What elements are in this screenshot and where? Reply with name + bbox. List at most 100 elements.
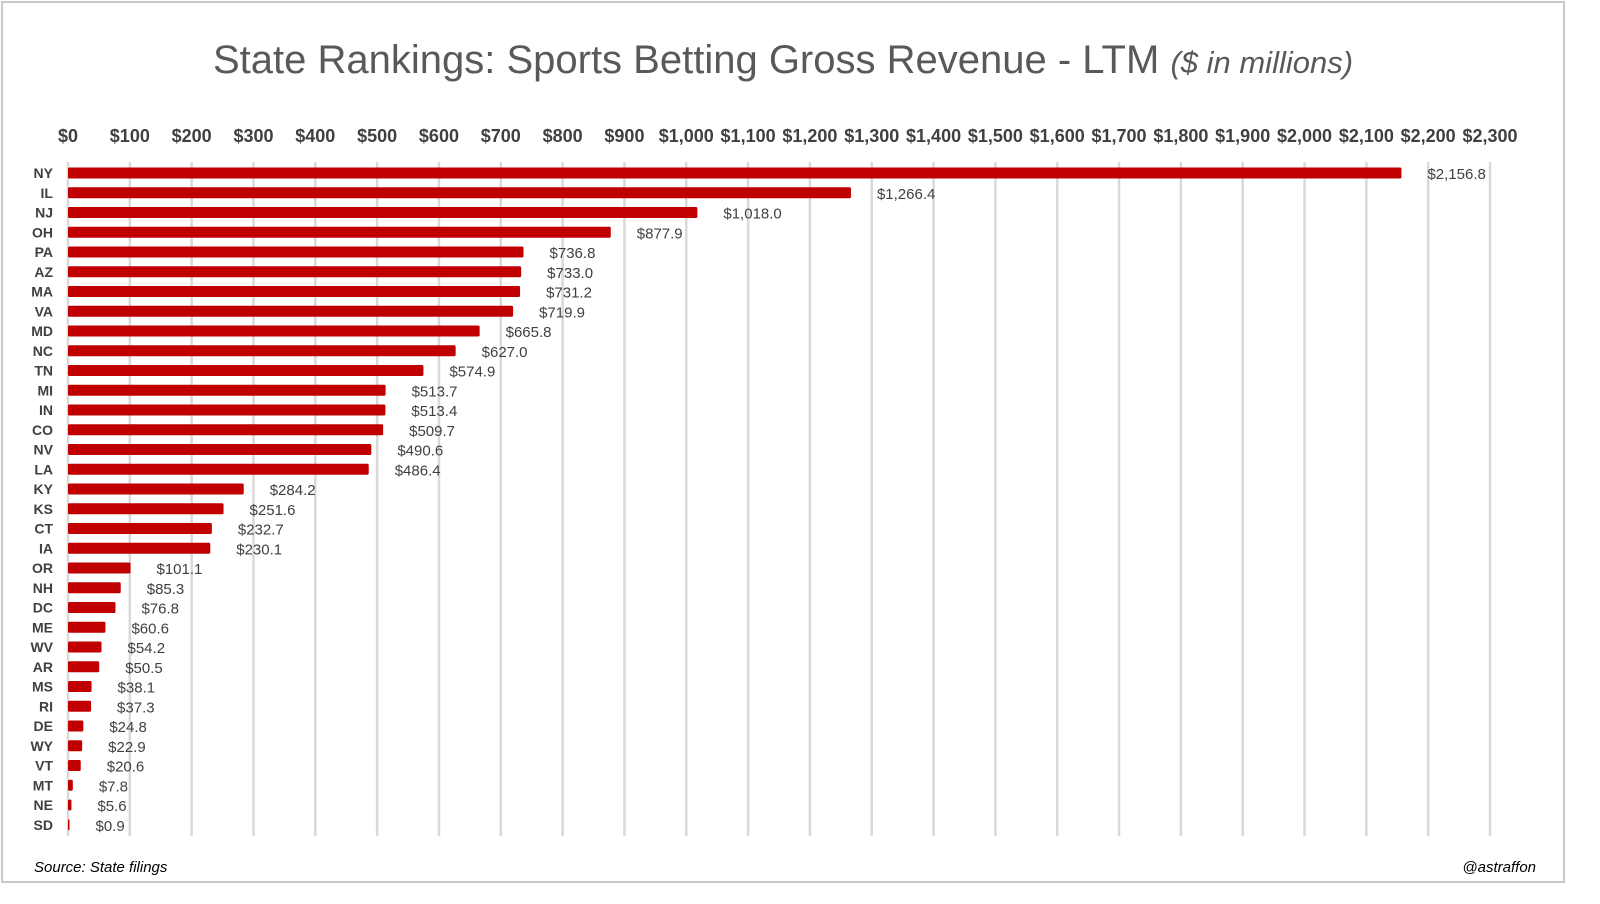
x-tick-label: $1,700 xyxy=(1092,126,1147,146)
x-tick-label: $100 xyxy=(110,126,150,146)
data-label: $76.8 xyxy=(141,601,179,618)
bar-ny xyxy=(68,167,1402,179)
bar-il xyxy=(68,187,851,199)
bar-oh xyxy=(68,226,611,238)
data-label: $736.8 xyxy=(550,245,596,262)
gridlines xyxy=(66,162,1492,836)
bar-in xyxy=(68,404,386,416)
category-label: IN xyxy=(39,402,53,418)
category-label: KS xyxy=(34,501,53,517)
category-label: MD xyxy=(31,323,53,339)
bar-ar xyxy=(68,661,100,673)
category-label: IA xyxy=(39,540,53,556)
data-label: $50.5 xyxy=(125,660,163,677)
data-label: $486.4 xyxy=(395,462,441,479)
category-label: MA xyxy=(31,284,53,300)
data-label: $490.6 xyxy=(397,443,443,460)
data-label: $731.2 xyxy=(546,285,592,302)
data-label: $513.4 xyxy=(411,403,457,420)
x-tick-label: $1,600 xyxy=(1030,126,1085,146)
bar-de xyxy=(68,720,84,732)
bar-mi xyxy=(68,384,386,396)
category-labels: NY IL NJ OH PA AZ MA VA MD NC TN MI IN CO NV LA KY KS CT IA… xyxy=(30,165,53,833)
chart-title-unit: ($ in millions) xyxy=(1170,45,1354,80)
category-label: DC xyxy=(33,600,53,616)
category-label: WY xyxy=(30,738,53,754)
data-label: $60.6 xyxy=(131,620,169,637)
x-tick-label: $1,400 xyxy=(906,126,961,146)
data-label: $733.0 xyxy=(547,265,593,282)
data-label: $1,018.0 xyxy=(723,206,781,223)
bar-wy xyxy=(68,740,83,752)
bar-co xyxy=(68,424,384,436)
data-label: $719.9 xyxy=(539,304,585,321)
category-label: TN xyxy=(34,363,53,379)
category-label: NV xyxy=(34,442,54,458)
category-label: AR xyxy=(33,659,53,675)
category-label: ME xyxy=(32,619,53,635)
x-tick-label: $2,000 xyxy=(1277,126,1332,146)
category-label: DE xyxy=(34,718,53,734)
category-label: NJ xyxy=(35,205,53,221)
data-label: $54.2 xyxy=(128,640,166,657)
category-label: NC xyxy=(33,343,53,359)
bar-ia xyxy=(68,542,211,554)
category-label: IL xyxy=(41,185,54,201)
data-labels: $2,156.8 $1,266.4 $1,018.0 $877.9 $736.8 $733… xyxy=(96,166,1486,835)
bar-or xyxy=(68,562,131,574)
bar-nj xyxy=(68,207,698,218)
bar-az xyxy=(68,266,522,278)
data-label: $230.1 xyxy=(236,541,282,558)
x-axis-ticks: $0 $100 $200 $300 $400 $500 $600 $700 $800 $900 $1… xyxy=(58,126,1518,146)
category-label: NH xyxy=(33,580,53,596)
bar-vt xyxy=(68,760,81,771)
data-label: $574.9 xyxy=(449,364,495,381)
bar-mt xyxy=(68,779,73,791)
data-label: $232.7 xyxy=(238,522,284,539)
x-tick-label: $200 xyxy=(172,126,212,146)
bar-me xyxy=(68,621,106,633)
category-label: OH xyxy=(32,224,53,240)
data-label: $5.6 xyxy=(97,798,126,815)
data-label: $22.9 xyxy=(108,739,146,756)
data-label: $284.2 xyxy=(270,482,316,499)
data-label: $24.8 xyxy=(109,719,147,736)
x-tick-label: $600 xyxy=(419,126,459,146)
bar-ct xyxy=(68,523,212,534)
x-tick-label: $500 xyxy=(357,126,397,146)
bar-ks xyxy=(68,503,224,515)
bar-va xyxy=(68,305,514,317)
data-label: $0.9 xyxy=(96,818,125,835)
bar-tn xyxy=(68,365,424,376)
x-tick-label: $1,500 xyxy=(968,126,1023,146)
data-label: $1,266.4 xyxy=(877,186,935,203)
bar-nv xyxy=(68,444,372,455)
category-label: NE xyxy=(34,797,53,813)
x-tick-label: $1,900 xyxy=(1215,126,1270,146)
x-tick-label: $0 xyxy=(58,126,78,146)
x-tick-label: $800 xyxy=(543,126,583,146)
data-label: $513.7 xyxy=(412,383,458,400)
bar-ms xyxy=(68,681,92,692)
x-tick-label: $300 xyxy=(233,126,273,146)
chart-title-text: State Rankings: Sports Betting Gross Rev… xyxy=(212,38,1160,82)
x-tick-label: $400 xyxy=(295,126,335,146)
bar-dc xyxy=(68,602,116,613)
category-label: CT xyxy=(34,521,53,537)
x-tick-label: $1,000 xyxy=(659,126,714,146)
x-tick-label: $900 xyxy=(604,126,644,146)
bar-ri xyxy=(68,700,92,712)
category-label: OR xyxy=(32,560,53,576)
x-tick-label: $2,100 xyxy=(1339,126,1394,146)
bar-la xyxy=(68,463,369,475)
bar-ky xyxy=(68,483,244,495)
x-tick-label: $1,800 xyxy=(1153,126,1208,146)
data-label: $627.0 xyxy=(482,344,528,361)
x-tick-label: $1,100 xyxy=(721,126,776,146)
bar-nh xyxy=(68,582,121,594)
bar-nc xyxy=(68,345,456,357)
data-label: $665.8 xyxy=(506,324,552,341)
category-label: KY xyxy=(34,481,54,497)
category-label: LA xyxy=(34,461,53,477)
